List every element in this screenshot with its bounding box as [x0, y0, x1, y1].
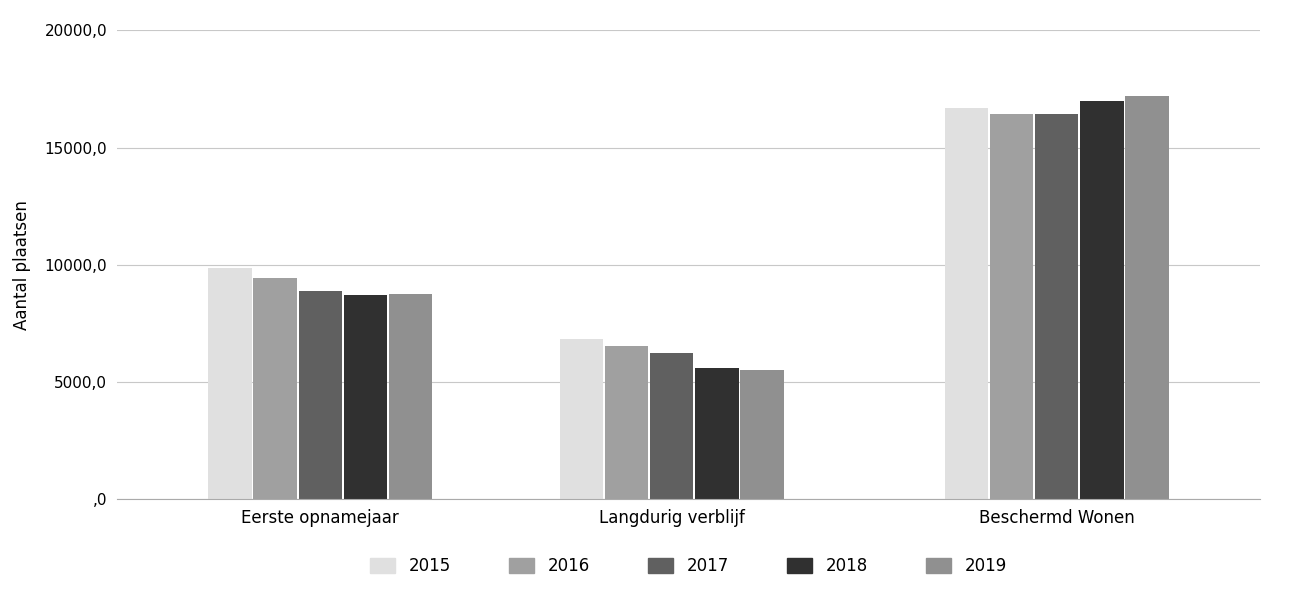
Bar [990, 114, 1033, 499]
Legend: 2015, 2016, 2017, 2018, 2019: 2015, 2016, 2017, 2018, 2019 [370, 557, 1007, 576]
Y-axis label: Aantal plaatsen: Aantal plaatsen [13, 200, 31, 330]
Bar [299, 290, 342, 499]
Bar [695, 368, 739, 499]
Bar [740, 370, 783, 499]
Bar [560, 339, 603, 499]
Bar [605, 346, 648, 499]
Bar [650, 353, 694, 499]
Bar [208, 269, 252, 499]
Bar [1079, 101, 1124, 499]
Bar [388, 294, 433, 499]
Bar [344, 295, 387, 499]
Bar [1125, 96, 1169, 499]
Bar [1035, 114, 1078, 499]
Bar [944, 108, 989, 499]
Bar [253, 278, 297, 499]
